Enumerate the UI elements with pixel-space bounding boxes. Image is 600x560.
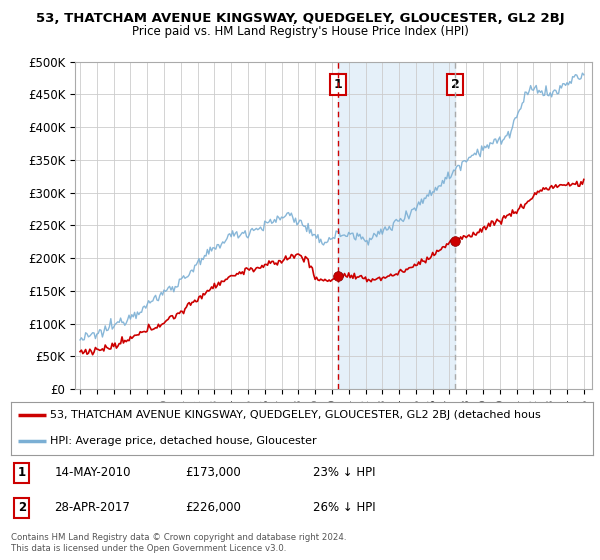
Text: 53, THATCHAM AVENUE KINGSWAY, QUEDGELEY, GLOUCESTER, GL2 2BJ: 53, THATCHAM AVENUE KINGSWAY, QUEDGELEY,… <box>35 12 565 25</box>
Text: 1: 1 <box>334 78 343 91</box>
Text: £226,000: £226,000 <box>185 501 241 515</box>
Text: 2: 2 <box>18 501 26 515</box>
Text: 14-MAY-2010: 14-MAY-2010 <box>55 466 131 479</box>
Text: HPI: Average price, detached house, Gloucester: HPI: Average price, detached house, Glou… <box>50 436 317 446</box>
Text: 53, THATCHAM AVENUE KINGSWAY, QUEDGELEY, GLOUCESTER, GL2 2BJ (detached hous: 53, THATCHAM AVENUE KINGSWAY, QUEDGELEY,… <box>50 410 541 420</box>
Text: 23% ↓ HPI: 23% ↓ HPI <box>313 466 376 479</box>
Text: 2: 2 <box>451 78 460 91</box>
Text: 1: 1 <box>18 466 26 479</box>
Text: £173,000: £173,000 <box>185 466 241 479</box>
Text: Price paid vs. HM Land Registry's House Price Index (HPI): Price paid vs. HM Land Registry's House … <box>131 25 469 38</box>
Bar <box>338 62 455 389</box>
Text: Contains HM Land Registry data © Crown copyright and database right 2024.
This d: Contains HM Land Registry data © Crown c… <box>11 533 346 553</box>
Text: 26% ↓ HPI: 26% ↓ HPI <box>313 501 376 515</box>
Text: 28-APR-2017: 28-APR-2017 <box>55 501 130 515</box>
